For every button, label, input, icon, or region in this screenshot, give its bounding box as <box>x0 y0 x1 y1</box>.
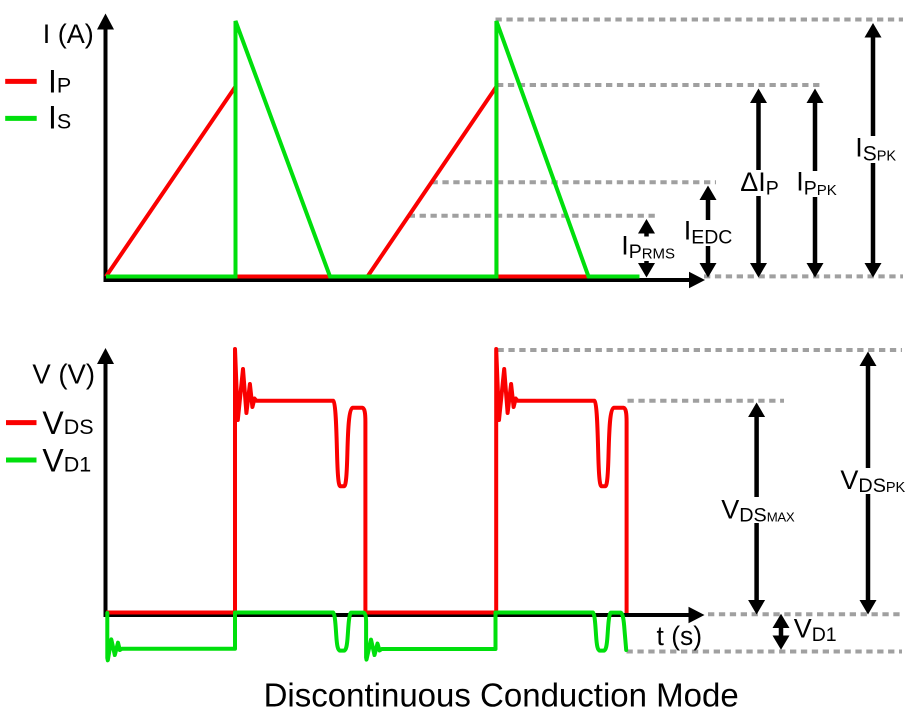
svg-text:V (V): V (V) <box>32 359 95 390</box>
svg-text:t (s): t (s) <box>657 621 703 651</box>
svg-text:Discontinuous Conduction Mode: Discontinuous Conduction Mode <box>264 677 739 714</box>
svg-text:I (A): I (A) <box>43 19 94 49</box>
